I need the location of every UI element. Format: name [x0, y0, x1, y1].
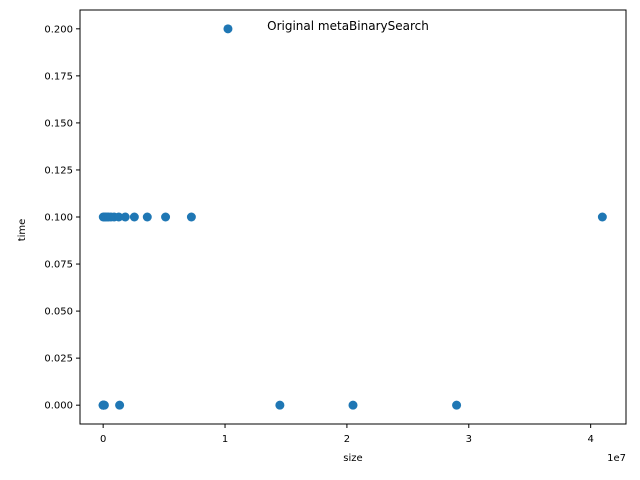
y-tick-label-1: 0.025: [44, 354, 73, 365]
data-point-17: [114, 212, 124, 222]
plot-frame: [79, 9, 627, 425]
data-point-7: [275, 400, 285, 410]
x-axis-offset-label: 1e7: [607, 453, 626, 464]
x-tick-label-3: 3: [466, 434, 472, 445]
data-points: [98, 24, 607, 410]
data-point-5: [99, 400, 109, 410]
x-tick-label-4: 4: [587, 434, 593, 445]
chart-title: Original metaBinarySearch: [267, 19, 429, 33]
y-tick-label-4: 0.100: [44, 213, 73, 224]
y-tick-label-7: 0.175: [44, 71, 73, 82]
y-tick-label-6: 0.150: [44, 118, 73, 129]
y-tick-label-0: 0.000: [44, 401, 73, 412]
data-point-20: [142, 212, 152, 222]
y-axis-ticks: 0.000 0.025 0.050 0.075 0.100 0.125 0.150 0.175…: [44, 24, 80, 412]
data-point-8: [348, 400, 358, 410]
y-tick-label-3: 0.075: [44, 260, 73, 271]
y-axis-label: time: [17, 219, 28, 242]
y-tick-label-2: 0.050: [44, 307, 73, 318]
data-point-18: [120, 212, 130, 222]
data-point-9: [452, 400, 462, 410]
y-tick-label-5: 0.125: [44, 165, 73, 176]
data-point-21: [161, 212, 171, 222]
data-point-24: [223, 24, 233, 34]
y-tick-label-8: 0.200: [44, 24, 73, 35]
data-point-19: [129, 212, 139, 222]
x-axis-ticks: 0 1 2 3 4: [100, 424, 594, 445]
data-point-6: [115, 400, 125, 410]
x-tick-label-0: 0: [100, 434, 106, 445]
data-point-22: [186, 212, 196, 222]
x-tick-label-1: 1: [222, 434, 228, 445]
x-tick-label-2: 2: [344, 434, 350, 445]
x-axis-label: size: [343, 453, 362, 464]
data-point-23: [597, 212, 607, 222]
